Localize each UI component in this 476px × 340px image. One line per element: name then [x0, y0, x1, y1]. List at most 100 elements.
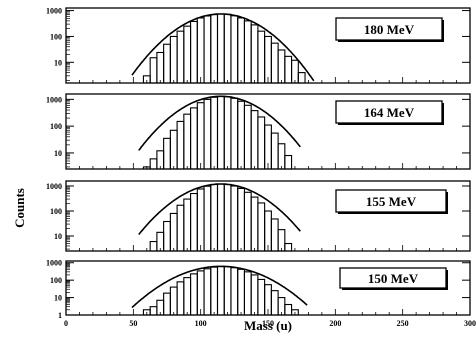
histogram-bin — [297, 72, 306, 84]
label-box — [339, 267, 447, 289]
histogram-bin — [149, 306, 158, 316]
histogram-bin — [216, 13, 225, 84]
x-tick-label: 100 — [195, 319, 207, 328]
histogram-bin — [190, 20, 198, 84]
energy-label: 155 MeV — [366, 194, 417, 209]
histogram-bin — [243, 104, 252, 170]
histogram-bin — [169, 286, 178, 316]
energy-label: 180 MeV — [364, 22, 415, 37]
histogram-bin — [163, 220, 171, 252]
y-tick-label: 10 — [54, 232, 62, 241]
histogram-bin — [169, 129, 178, 170]
histogram-bin — [223, 96, 232, 170]
histogram-bin — [149, 240, 158, 252]
y-tick-label: 10 — [54, 149, 62, 158]
panel-3: 1000 100 10 10 50 100 150 200 250 300 150 MeV — [46, 259, 476, 328]
histogram-bin — [223, 13, 232, 84]
histogram-bin — [183, 25, 192, 84]
label-box — [335, 17, 443, 41]
fit-curve — [138, 183, 301, 236]
histogram-bin — [277, 49, 286, 84]
histogram-bin — [237, 100, 245, 170]
histogram-bin — [190, 192, 198, 252]
histogram-bin — [169, 35, 178, 84]
y-tick-label: 1000 — [46, 7, 62, 16]
histogram-bin — [176, 204, 185, 252]
histogram-bin — [277, 229, 286, 252]
histogram-bin — [183, 277, 192, 316]
panel-1: 1000 100 10 164 MeV — [46, 93, 471, 170]
panel-2: 1000 100 10 155 MeV — [46, 180, 471, 252]
histogram-bin — [163, 43, 171, 84]
histogram-bin — [223, 266, 232, 316]
histogram-bin — [176, 281, 185, 316]
histogram-bin — [270, 132, 279, 170]
fit-curve — [138, 95, 301, 151]
histogram-bin — [230, 185, 239, 252]
y-tick-label: 100 — [50, 32, 62, 41]
histogram-bin — [284, 303, 293, 316]
histogram-bin — [237, 17, 245, 84]
histogram-bin — [216, 95, 225, 170]
x-tick-label: 50 — [129, 319, 137, 328]
histogram-bin — [196, 270, 205, 316]
histogram-bin — [196, 188, 205, 252]
fit-curve — [131, 13, 315, 82]
histogram-bin — [210, 266, 219, 316]
histogram-bin — [270, 218, 279, 252]
histogram-bin — [291, 309, 299, 316]
histogram-bin — [277, 143, 286, 170]
histogram-bin — [183, 198, 192, 252]
histogram-bin — [257, 202, 266, 252]
histogram-bin — [264, 124, 272, 170]
histogram-bin — [203, 15, 212, 84]
y-tick-label: 1000 — [46, 95, 62, 104]
y-tick-label: 100 — [50, 122, 62, 131]
energy-label: 164 MeV — [364, 105, 415, 120]
histogram-bin — [169, 212, 178, 252]
histogram-bin — [243, 191, 252, 252]
histogram-bin — [257, 278, 266, 316]
histogram-bin — [203, 185, 212, 252]
histogram-bin — [176, 30, 185, 84]
histogram-bin — [237, 268, 245, 316]
histogram-bin — [149, 57, 158, 84]
histogram-bin — [223, 183, 232, 252]
x-tick-label: 0 — [64, 319, 68, 328]
histogram-bin — [163, 137, 171, 170]
histogram-bin — [176, 120, 185, 170]
y-tick-label: 100 — [50, 207, 62, 216]
y-tick-label: 1000 — [46, 182, 62, 191]
y-tick-label: 10 — [54, 58, 62, 67]
x-axis-label: Mass (u) — [244, 318, 292, 333]
histogram-bin — [230, 267, 239, 316]
x-tick-label: 300 — [464, 319, 476, 328]
histogram-bin — [250, 196, 259, 252]
histogram-bin — [243, 20, 252, 84]
fit-curve — [131, 265, 308, 309]
x-tick-label: 150 — [262, 319, 274, 328]
histogram-bin — [230, 97, 239, 170]
histogram-bin — [284, 242, 293, 252]
histogram-bin — [210, 96, 219, 170]
histogram-bin — [284, 55, 293, 84]
histogram-bin — [264, 35, 272, 84]
y-tick-label: 1 — [58, 311, 62, 320]
energy-label: 150 MeV — [368, 271, 419, 286]
histogram-bin — [163, 292, 171, 316]
histogram-bin — [210, 183, 219, 252]
histogram-bin — [270, 42, 279, 84]
y-axis-label: Counts — [12, 188, 27, 228]
x-tick-label: 250 — [397, 319, 409, 328]
histogram-bin — [243, 271, 252, 316]
y-tick-label: 1000 — [46, 259, 62, 268]
histogram-bin — [190, 273, 198, 316]
histogram-bin — [291, 59, 299, 84]
histogram-bin — [156, 51, 165, 84]
histogram-bin — [196, 102, 205, 170]
histogram-bin — [257, 116, 266, 170]
histogram-bin — [257, 30, 266, 84]
y-tick-label: 100 — [50, 276, 62, 285]
histogram-bin — [250, 24, 259, 84]
